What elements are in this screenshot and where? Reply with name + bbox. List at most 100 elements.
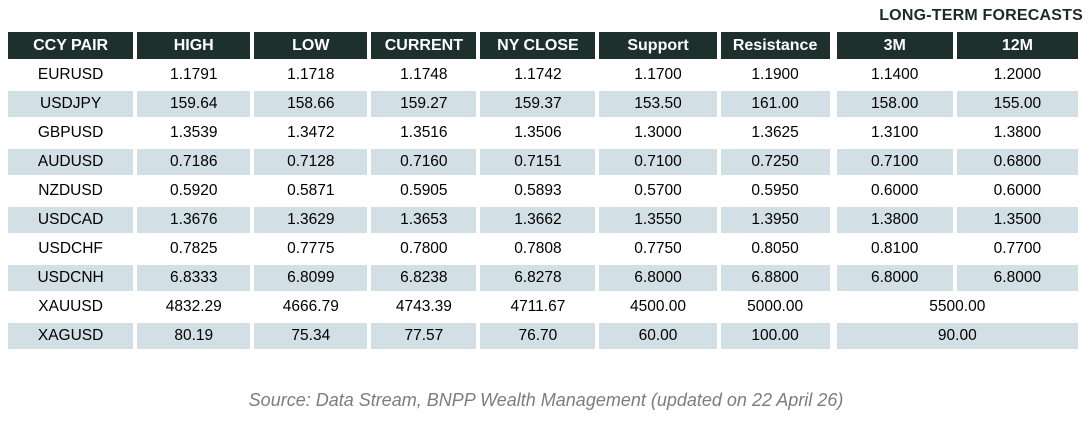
cell-support: 60.00 bbox=[599, 323, 717, 349]
cell-current: 6.8238 bbox=[371, 265, 477, 291]
cell-resistance: 5000.00 bbox=[720, 294, 830, 320]
cell-ny-close: 0.5893 bbox=[480, 178, 596, 204]
cell-ny-close: 4711.67 bbox=[480, 294, 596, 320]
cell-12m: 0.7700 bbox=[956, 236, 1078, 262]
cell-12m: 0.6000 bbox=[956, 178, 1078, 204]
cell-high: 159.64 bbox=[137, 91, 251, 117]
cell-current: 77.57 bbox=[371, 323, 477, 349]
column-header-ccy-pair: CCY PAIR bbox=[8, 32, 134, 59]
cell-ny-close: 1.3662 bbox=[480, 207, 596, 233]
table-row-audusd: AUDUSD 0.7186 0.7128 0.7160 0.7151 0.710… bbox=[8, 149, 1078, 175]
cell-resistance: 1.3625 bbox=[720, 120, 830, 146]
cell-resistance: 1.1900 bbox=[720, 62, 830, 88]
cell-12m: 1.3500 bbox=[956, 207, 1078, 233]
cell-low: 6.8099 bbox=[254, 265, 368, 291]
cell-current: 0.5905 bbox=[371, 178, 477, 204]
table-row-usdjpy: USDJPY 159.64 158.66 159.27 159.37 153.5… bbox=[8, 91, 1078, 117]
table-row-xauusd: XAUUSD 4832.29 4666.79 4743.39 4711.67 4… bbox=[8, 294, 1078, 320]
cell-low: 1.3629 bbox=[254, 207, 368, 233]
cell-12m: 1.2000 bbox=[956, 62, 1078, 88]
cell-resistance: 0.8050 bbox=[720, 236, 830, 262]
cell-high: 1.3676 bbox=[137, 207, 251, 233]
cell-low: 4666.79 bbox=[254, 294, 368, 320]
table-row-gbpusd: GBPUSD 1.3539 1.3472 1.3516 1.3506 1.300… bbox=[8, 120, 1078, 146]
cell-3m: 158.00 bbox=[833, 91, 953, 117]
cell-low: 75.34 bbox=[254, 323, 368, 349]
cell-current: 1.3516 bbox=[371, 120, 477, 146]
cell-ny-close: 159.37 bbox=[480, 91, 596, 117]
cell-3m-12m-merged: 5500.00 bbox=[833, 294, 1078, 320]
cell-high: 1.3539 bbox=[137, 120, 251, 146]
cell-pair: USDCHF bbox=[8, 236, 134, 262]
cell-high: 1.1791 bbox=[137, 62, 251, 88]
column-header-resistance: Resistance bbox=[720, 32, 830, 59]
column-header-low: LOW bbox=[254, 32, 368, 59]
column-header-12m: 12M bbox=[956, 32, 1078, 59]
cell-low: 0.7775 bbox=[254, 236, 368, 262]
cell-12m: 6.8000 bbox=[956, 265, 1078, 291]
column-header-support: Support bbox=[599, 32, 717, 59]
cell-current: 0.7160 bbox=[371, 149, 477, 175]
cell-low: 1.1718 bbox=[254, 62, 368, 88]
cell-high: 0.7825 bbox=[137, 236, 251, 262]
cell-support: 153.50 bbox=[599, 91, 717, 117]
cell-3m: 0.8100 bbox=[833, 236, 953, 262]
cell-pair: XAGUSD bbox=[8, 323, 134, 349]
table-row-eurusd: EURUSD 1.1791 1.1718 1.1748 1.1742 1.170… bbox=[8, 62, 1078, 88]
cell-3m: 0.7100 bbox=[833, 149, 953, 175]
column-header-current: CURRENT bbox=[371, 32, 477, 59]
cell-support: 1.3550 bbox=[599, 207, 717, 233]
cell-high: 4832.29 bbox=[137, 294, 251, 320]
cell-support: 4500.00 bbox=[599, 294, 717, 320]
column-header-3m: 3M bbox=[833, 32, 953, 59]
cell-pair: GBPUSD bbox=[8, 120, 134, 146]
cell-support: 1.3000 bbox=[599, 120, 717, 146]
source-attribution: Source: Data Stream, BNPP Wealth Managem… bbox=[248, 390, 844, 410]
cell-resistance: 0.5950 bbox=[720, 178, 830, 204]
cell-12m: 1.3800 bbox=[956, 120, 1078, 146]
cell-current: 0.7800 bbox=[371, 236, 477, 262]
column-header-ny-close: NY CLOSE bbox=[480, 32, 596, 59]
cell-ny-close: 0.7151 bbox=[480, 149, 596, 175]
cell-high: 80.19 bbox=[137, 323, 251, 349]
column-header-high: HIGH bbox=[137, 32, 251, 59]
table-row-xagusd: XAGUSD 80.19 75.34 77.57 76.70 60.00 100… bbox=[8, 323, 1078, 349]
cell-current: 1.1748 bbox=[371, 62, 477, 88]
cell-low: 0.7128 bbox=[254, 149, 368, 175]
cell-12m: 155.00 bbox=[956, 91, 1078, 117]
cell-pair: USDJPY bbox=[8, 91, 134, 117]
page-title: LONG-TERM FORECASTS bbox=[879, 7, 1083, 24]
cell-ny-close: 76.70 bbox=[480, 323, 596, 349]
cell-ny-close: 0.7808 bbox=[480, 236, 596, 262]
cell-low: 1.3472 bbox=[254, 120, 368, 146]
cell-3m: 1.3800 bbox=[833, 207, 953, 233]
cell-pair: EURUSD bbox=[8, 62, 134, 88]
cell-high: 6.8333 bbox=[137, 265, 251, 291]
cell-support: 0.7750 bbox=[599, 236, 717, 262]
cell-support: 1.1700 bbox=[599, 62, 717, 88]
cell-resistance: 0.7250 bbox=[720, 149, 830, 175]
cell-resistance: 100.00 bbox=[720, 323, 830, 349]
cell-support: 0.5700 bbox=[599, 178, 717, 204]
cell-ny-close: 1.1742 bbox=[480, 62, 596, 88]
cell-low: 0.5871 bbox=[254, 178, 368, 204]
cell-current: 1.3653 bbox=[371, 207, 477, 233]
cell-resistance: 6.8800 bbox=[720, 265, 830, 291]
fx-forecast-table: CCY PAIR HIGH LOW CURRENT NY CLOSE Suppo… bbox=[4, 29, 1082, 352]
table-row-usdcad: USDCAD 1.3676 1.3629 1.3653 1.3662 1.355… bbox=[8, 207, 1078, 233]
cell-resistance: 1.3950 bbox=[720, 207, 830, 233]
table-row-nzdusd: NZDUSD 0.5920 0.5871 0.5905 0.5893 0.570… bbox=[8, 178, 1078, 204]
cell-resistance: 161.00 bbox=[720, 91, 830, 117]
cell-3m: 1.1400 bbox=[833, 62, 953, 88]
cell-pair: USDCAD bbox=[8, 207, 134, 233]
cell-3m: 6.8000 bbox=[833, 265, 953, 291]
cell-current: 159.27 bbox=[371, 91, 477, 117]
cell-support: 0.7100 bbox=[599, 149, 717, 175]
cell-ny-close: 6.8278 bbox=[480, 265, 596, 291]
cell-3m: 0.6000 bbox=[833, 178, 953, 204]
cell-support: 6.8000 bbox=[599, 265, 717, 291]
cell-pair: NZDUSD bbox=[8, 178, 134, 204]
table-row-usdcnh: USDCNH 6.8333 6.8099 6.8238 6.8278 6.800… bbox=[8, 265, 1078, 291]
cell-low: 158.66 bbox=[254, 91, 368, 117]
cell-pair: USDCNH bbox=[8, 265, 134, 291]
